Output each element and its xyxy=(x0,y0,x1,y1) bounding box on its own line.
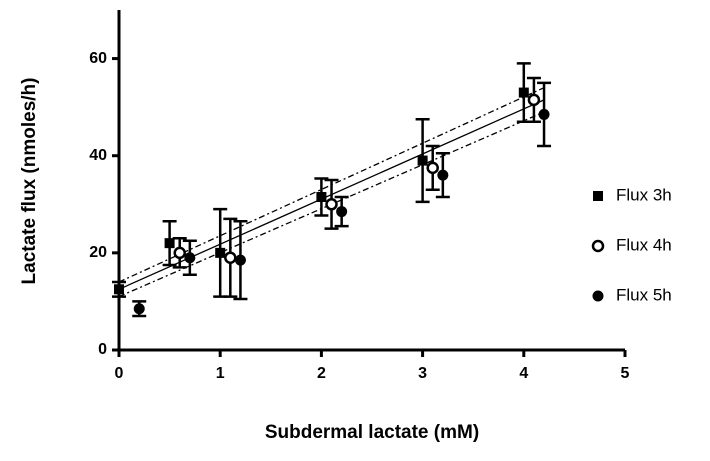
y-axis-title: Lactate flux (nmoles/h) xyxy=(19,78,40,285)
legend-label: Flux 3h xyxy=(616,185,672,204)
x-tick-label: 5 xyxy=(621,365,630,382)
legend-marker xyxy=(593,191,603,201)
data-point xyxy=(173,246,186,260)
data-point xyxy=(325,198,338,211)
data-point xyxy=(215,247,226,258)
data-point xyxy=(527,93,541,107)
legend-marker xyxy=(592,290,604,302)
data-point xyxy=(538,108,550,120)
data-point xyxy=(417,155,428,166)
data-point xyxy=(426,161,439,175)
data-point xyxy=(184,252,196,264)
y-tick-label: 20 xyxy=(89,244,107,261)
x-axis-title: Subdermal lactate (mM) xyxy=(265,422,479,443)
x-tick-label: 3 xyxy=(418,365,427,382)
data-point xyxy=(437,169,449,181)
x-tick-label: 0 xyxy=(115,365,124,382)
x-tick-label: 1 xyxy=(216,365,225,382)
x-tick-label: 4 xyxy=(519,365,528,382)
data-point xyxy=(234,254,246,266)
data-point xyxy=(164,238,175,249)
data-point xyxy=(133,303,145,315)
legend-label: Flux 4h xyxy=(616,235,672,254)
y-tick-label: 0 xyxy=(98,341,107,358)
y-tick-label: 40 xyxy=(89,147,107,164)
y-tick-label: 60 xyxy=(89,50,107,67)
data-point xyxy=(316,192,327,202)
legend-marker xyxy=(591,239,605,253)
data-point xyxy=(114,284,124,295)
legend-label: Flux 5h xyxy=(616,285,672,304)
data-point xyxy=(224,251,237,264)
data-point xyxy=(336,206,348,218)
data-point xyxy=(518,87,529,98)
x-tick-label: 2 xyxy=(317,365,326,382)
